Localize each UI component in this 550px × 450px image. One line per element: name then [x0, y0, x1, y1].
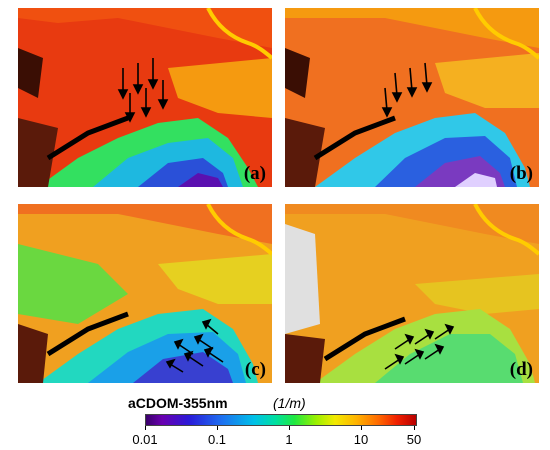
flow-arrows-d	[384, 323, 455, 370]
colorbar-tick	[217, 426, 218, 430]
acdom-map-a	[18, 8, 272, 187]
colorbar-tick	[361, 426, 362, 430]
colorbar-tick-label: 10	[353, 432, 369, 447]
acdom-map-b	[285, 8, 539, 187]
panel-label-b: (b)	[509, 163, 533, 184]
flow-arrows-b	[381, 62, 433, 118]
colorbar-tick-label: 50	[406, 432, 422, 447]
colorbar	[145, 414, 417, 426]
acdom-map-d	[285, 204, 539, 383]
map-panel-c: (c)	[18, 204, 272, 383]
flow-arrows-c	[165, 318, 224, 373]
colorbar-tick-label: 0.1	[207, 432, 227, 447]
map-panel-a: (a)	[18, 8, 272, 187]
panel-label-d: (d)	[509, 359, 533, 380]
colorbar-tick	[145, 426, 146, 430]
legend-title: aCDOM-355nm	[128, 395, 228, 411]
colorbar-tick	[414, 426, 415, 430]
flow-arrows-a	[117, 58, 169, 123]
panel-label-a: (a)	[243, 163, 266, 184]
map-panel-d: (d)	[285, 204, 539, 383]
legend-unit: (1/m)	[273, 395, 306, 411]
colorbar-tick-label: 0.01	[132, 432, 158, 447]
map-panel-b: (b)	[285, 8, 539, 187]
colorbar-tick-label: 1	[285, 432, 293, 447]
acdom-map-c	[18, 204, 272, 383]
panel-label-c: (c)	[244, 359, 266, 380]
colorbar-tick	[289, 426, 290, 430]
